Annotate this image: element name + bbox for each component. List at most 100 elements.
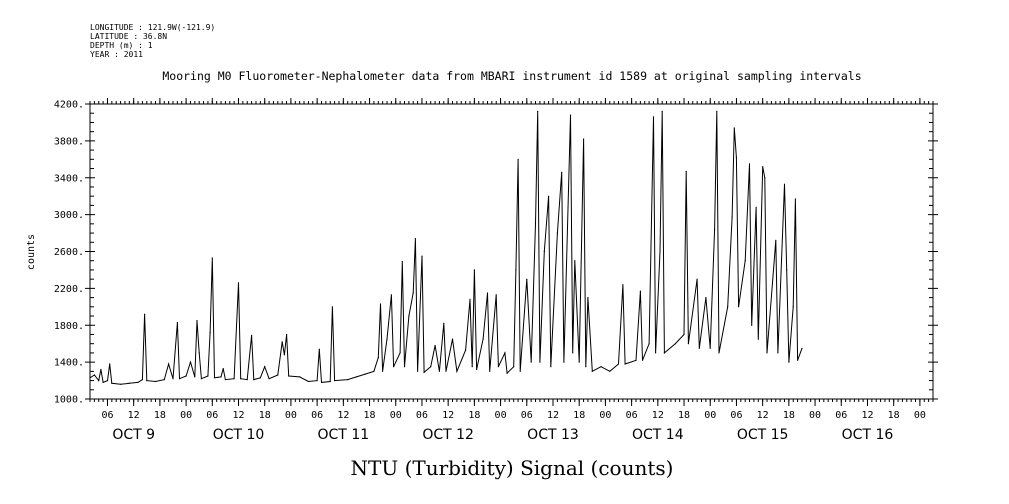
data-point (178, 378, 181, 380)
x-hour-label: 18 (573, 410, 585, 421)
data-point (513, 366, 515, 368)
data-point (659, 250, 661, 253)
data-point (786, 269, 788, 271)
y-tick-label: 1400. (54, 358, 84, 369)
data-point (347, 379, 349, 381)
data-point (801, 347, 803, 349)
data-point (331, 306, 333, 308)
data-point (751, 324, 753, 326)
data-point (89, 377, 91, 379)
data-point (334, 380, 336, 382)
data-point (641, 359, 644, 361)
x-hour-label: 12 (861, 410, 873, 421)
data-point (473, 269, 475, 271)
data-point (794, 198, 797, 200)
data-point (683, 333, 685, 336)
y-axis: 1000. 1400. 1800. 2200. 2600. 3000. 3400. 3800.… (54, 100, 938, 406)
data-point (585, 366, 587, 368)
x-day-label: OCT 9 (112, 427, 155, 443)
data-point (469, 298, 471, 300)
x-hour-label: 00 (809, 410, 821, 421)
data-point (788, 361, 790, 363)
data-point (534, 223, 537, 225)
data-point (189, 361, 192, 363)
data-point (550, 366, 552, 368)
data-point (764, 177, 766, 179)
data-point (98, 380, 100, 382)
x-day-label: OCT 12 (422, 427, 474, 443)
data-point (762, 166, 764, 168)
data-point (600, 366, 602, 368)
data-point (572, 352, 574, 354)
data-point (286, 333, 288, 336)
data-point (445, 370, 447, 372)
x-day-label: OCT 14 (632, 427, 684, 443)
data-point (515, 269, 517, 271)
x-axis-title: NTU (Turbidity) Signal (counts) (351, 456, 674, 480)
data-point (102, 381, 104, 383)
data-point (539, 361, 541, 363)
data-point (563, 361, 565, 363)
data-point (211, 257, 213, 259)
x-hour-label: 00 (180, 410, 192, 421)
data-point (648, 343, 650, 345)
data-point (569, 114, 572, 116)
data-point (757, 338, 759, 340)
data-point (200, 378, 202, 380)
y-tick-label: 3400. (54, 173, 84, 184)
data-point (207, 375, 209, 377)
data-point (543, 250, 545, 253)
series-line (89, 111, 803, 385)
data-point (120, 383, 122, 385)
data-point (408, 315, 410, 317)
data-point (456, 370, 458, 372)
data-point (661, 110, 663, 112)
x-hour-label: 12 (232, 410, 244, 421)
x-hour-label: 18 (154, 410, 166, 421)
data-point (727, 306, 729, 308)
data-point (698, 347, 700, 349)
x-hour-label: 06 (416, 410, 428, 421)
data-point (288, 375, 290, 377)
x-hour-label: 00 (914, 410, 926, 421)
data-point (476, 368, 478, 371)
x-hour-label: 00 (390, 410, 402, 421)
data-point (412, 292, 414, 294)
data-point (622, 284, 624, 286)
x-hour-label: 12 (337, 410, 349, 421)
x-hour-label: 12 (442, 410, 454, 421)
data-point (755, 206, 757, 208)
data-point (401, 261, 403, 263)
x-hour-label: 18 (364, 410, 376, 421)
data-point (775, 239, 777, 241)
data-point (320, 381, 323, 383)
x-hour-label: 06 (626, 410, 638, 421)
data-point (674, 343, 676, 345)
chart-title: Mooring M0 Fluorometer-Nephalometer data… (162, 69, 861, 83)
data-point (777, 352, 779, 354)
data-point (465, 349, 467, 351)
data-point (390, 294, 392, 296)
data-point (277, 374, 279, 376)
data-point (705, 297, 707, 299)
data-point (109, 363, 111, 365)
data-point (316, 380, 318, 382)
data-point (399, 352, 401, 354)
data-point (530, 361, 532, 363)
data-point (403, 366, 406, 368)
data-point (355, 376, 357, 378)
data-point (128, 382, 130, 384)
data-point (482, 338, 484, 340)
x-day-label: OCT 11 (318, 427, 370, 443)
data-point (451, 338, 454, 340)
data-point (556, 232, 559, 234)
y-tick-label: 3000. (54, 210, 84, 221)
data-point (240, 378, 242, 380)
data-point (434, 344, 436, 347)
x-hour-label: 00 (599, 410, 611, 421)
data-point (100, 368, 102, 371)
x-hour-label: 06 (101, 410, 113, 421)
data-point (196, 320, 198, 322)
x-hour-label: 06 (311, 410, 323, 421)
data-point (639, 290, 642, 292)
